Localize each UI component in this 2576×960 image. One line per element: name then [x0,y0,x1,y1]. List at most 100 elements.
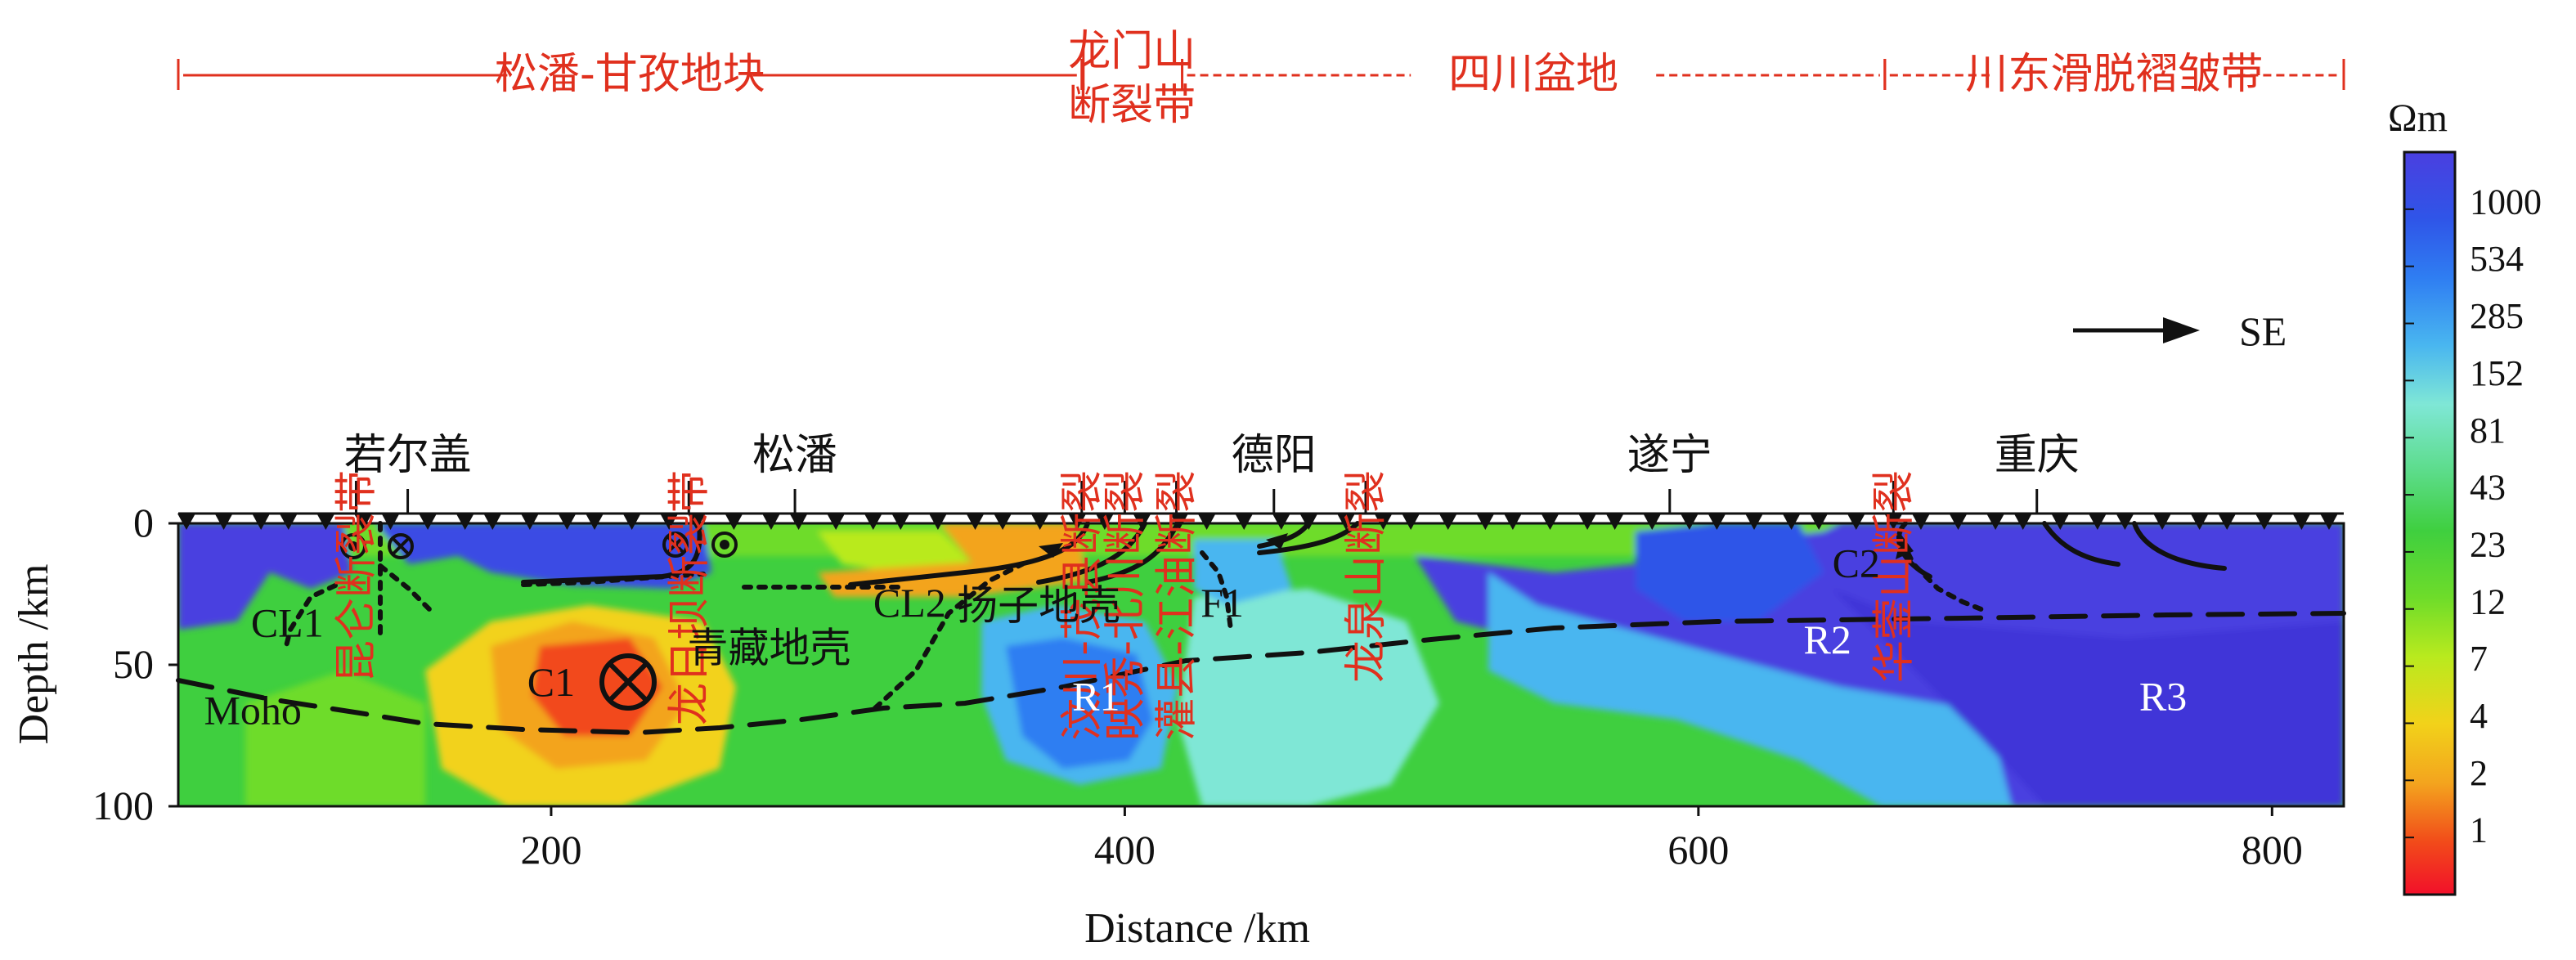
annotation-c1: C1 [527,659,575,705]
fault-label: 龙日坝断裂带 [665,470,714,725]
colorbar-unit: Ωm [2388,96,2448,140]
station-marker [1949,514,1968,530]
x-tick-label: 400 [1094,827,1156,873]
region-0: 松潘-甘孜地块 [177,50,1084,99]
station-marker [827,514,846,530]
station-marker [928,514,947,530]
station-marker [1336,514,1355,530]
station-marker [1643,514,1662,530]
colorbar-label: 1000 [2470,182,2542,222]
colorbar-label: 2 [2470,753,2488,793]
annotation-moho: Moho [204,688,301,733]
station-marker [1708,514,1726,530]
place-3: 遂宁 [1627,431,1712,514]
station-marker [2292,514,2311,530]
motion-symbols [340,532,738,711]
region-2: 四川盆地 [1181,50,1887,99]
yangtze-boundary-line [873,562,1025,711]
station-marker [2218,514,2237,530]
into-page-symbol-1 [388,533,414,559]
station-markers [177,514,2338,530]
station-marker [1884,514,1903,530]
fault-solid-6 [1257,521,1311,549]
station-marker [1605,514,1624,530]
station-marker [419,514,438,530]
y-tick-label: 50 [113,641,154,687]
station-marker [1680,514,1699,530]
station-marker [2051,514,2070,530]
cl1-line-2 [378,563,436,616]
station-marker [687,514,706,530]
y-tick-label: 0 [133,500,154,545]
cl1-line [284,583,338,648]
station-marker [789,514,808,530]
colorbar-label: 81 [2470,410,2506,451]
station-marker [725,514,743,530]
annotation-r3: R3 [2139,673,2187,719]
colorbar-label: 43 [2470,468,2506,508]
direction-arrow: SE [2073,308,2287,354]
fault-label: 汶川-茂县断裂 [1058,470,1107,741]
annotation-f1: F1 [1200,580,1244,626]
place-4: 重庆 [1995,431,2080,514]
tibet-crust-line [521,572,706,587]
colorbar-label: 23 [2470,524,2506,564]
station-marker [2255,514,2273,530]
fault-label: 昆仑断裂带 [332,470,381,683]
colorbar-label: 152 [2470,353,2524,393]
fault-label: 华蓥山断裂 [1869,470,1919,683]
fault-2: 汶川-茂县断裂 [1058,470,1107,741]
station-marker [864,514,882,530]
place-labels: 若尔盖 松潘 德阳 遂宁 重庆 [344,431,2080,514]
annotation-cl1: CL1 [251,599,324,645]
station-marker [1810,514,1829,530]
station-marker [1133,514,1151,530]
station-marker [1986,514,2005,530]
station-marker [1847,514,1865,530]
interpretation-lines [176,521,2346,736]
axes: 200 400 600 800 0 50 100 [92,500,2303,873]
fault-0: 昆仑断裂带 [332,470,381,683]
station-marker [1782,514,1801,530]
out-of-page-symbol-2 [711,532,738,558]
station-marker [456,514,474,530]
annotation-r2: R2 [1804,617,1851,662]
place-label: 重庆 [1995,431,2080,480]
station-marker [1299,514,1318,530]
station-marker [1402,514,1420,530]
x-tick-label: 200 [520,827,581,873]
fault-4: 灌县-江油断裂 [1153,470,1202,741]
station-marker [1272,514,1290,530]
station-marker [891,514,910,530]
into-page-symbol-2 [662,532,689,558]
section-annotations: CL1 CL2 扬子地壳 F1 青藏地壳 C1 C2 Moho R1 R2 R3 [204,541,2187,733]
place-label: 德阳 [1232,431,1317,480]
station-marker [1197,514,1216,530]
station-marker [279,514,298,530]
fault-solid-2 [848,521,1090,587]
fault-solid-9 [2132,521,2227,571]
station-marker [520,514,539,530]
region-label: 松潘-甘孜地块 [495,50,765,99]
station-marker [1235,514,1254,530]
x-tick-label: 600 [1667,827,1729,873]
region-1: 龙门山断裂带龙门山断裂带 [1068,27,1196,130]
annotation-青藏地壳: 青藏地壳 [688,625,851,672]
station-marker [761,514,780,530]
colorbar-label: 7 [2470,639,2488,679]
fault-5: 龙泉山断裂 [1342,470,1391,683]
station-marker [994,514,1012,530]
station-marker [177,514,195,530]
place-label: 若尔盖 [344,431,472,480]
fault-solid-1 [521,521,702,585]
colorbar-gradient [2403,150,2457,896]
fault-label: 映秀-北川断裂 [1101,470,1150,741]
station-marker [2153,514,2172,530]
station-marker [622,514,641,530]
c1-into-page-symbol [599,653,657,711]
station-marker [2013,514,2032,530]
station-marker [1438,514,1457,530]
region-3: 川东滑脱褶皱带 [1883,50,2345,99]
